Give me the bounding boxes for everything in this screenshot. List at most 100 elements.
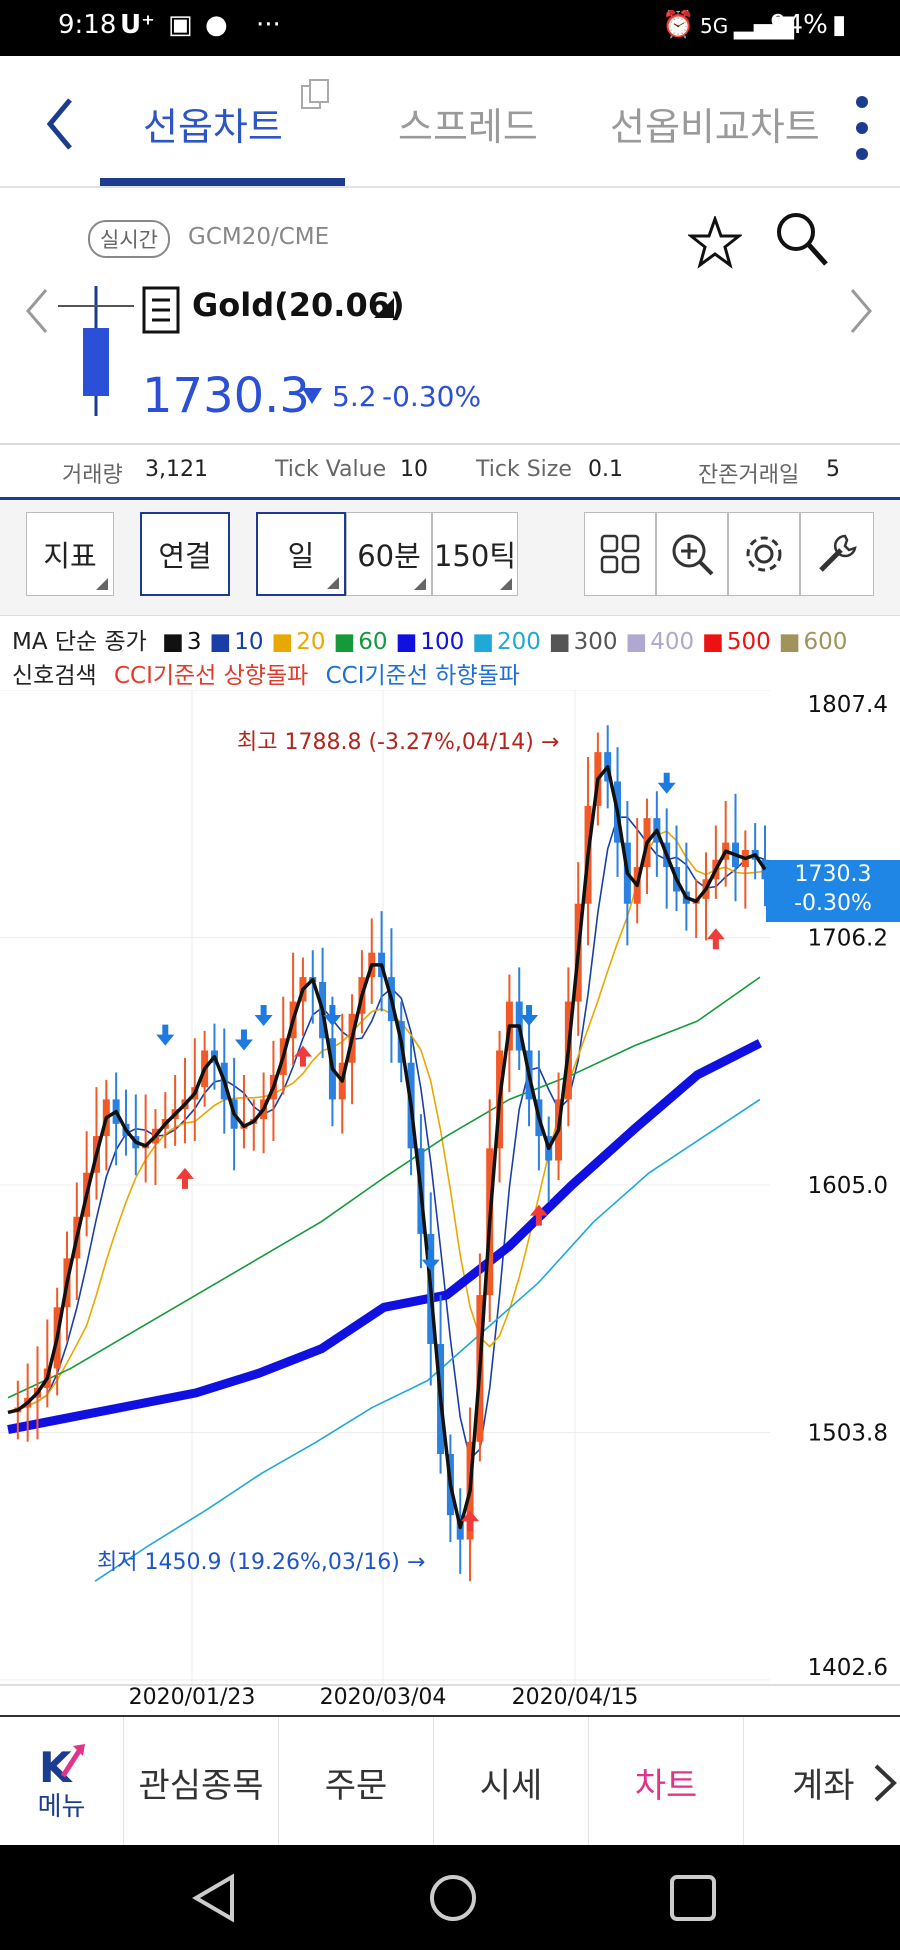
ma-legend-item-300: 300 bbox=[573, 629, 618, 655]
tools-button[interactable] bbox=[800, 512, 874, 596]
y-tick-label: 1503.8 bbox=[808, 1421, 888, 1447]
period-60min-button[interactable]: 60분 bbox=[346, 512, 432, 596]
price-chart[interactable]: 1807.4 1706.2 1605.0 1503.8 1402.6 2020/01/23… bbox=[0, 689, 900, 1715]
wrench-icon bbox=[819, 534, 857, 572]
nav-chart[interactable]: 차트 bbox=[589, 1717, 744, 1847]
ma-legend-swatch: ■ bbox=[162, 629, 184, 655]
x-tick-label: 2020/03/04 bbox=[320, 1685, 447, 1710]
back-icon[interactable] bbox=[42, 94, 78, 154]
ma-legend-item-10: 10 bbox=[234, 629, 264, 655]
favorite-star-icon[interactable] bbox=[688, 216, 742, 270]
nav-next-icon[interactable] bbox=[872, 1762, 898, 1804]
ma-legend-swatch: ■ bbox=[778, 629, 801, 655]
nav-chart-label: 차트 bbox=[634, 1765, 698, 1806]
system-nav-bar bbox=[0, 1845, 900, 1950]
period-day-button[interactable]: 일 bbox=[256, 512, 346, 596]
grid-icon bbox=[600, 534, 640, 574]
ma-legend-item-600: 600 bbox=[803, 629, 848, 655]
ma-legend: MA 단순 종가 ■ 3 ■ 10 ■ 20 ■ 60 ■ 100 ■ 200 ■ 300 ■ 400 ■ 500… bbox=[0, 618, 900, 690]
y-tick-label: 1706.2 bbox=[808, 926, 888, 952]
ma-legend-items: ■ 3 ■ 10 ■ 20 ■ 60 ■ 100 ■ 200 ■ 300 ■ 400 ■ 500 ■ 600 bbox=[154, 629, 847, 655]
instrument-code: GCM20/CME bbox=[188, 224, 330, 250]
low-annotation: 최저 1450.9 (19.26%,03/16) → bbox=[97, 1550, 426, 1575]
popout-icon[interactable] bbox=[298, 78, 332, 112]
period-150tick-button[interactable]: 150틱 bbox=[432, 512, 518, 596]
signal-up-arrow bbox=[175, 1167, 194, 1189]
alarm-icon: ⏰ bbox=[662, 10, 695, 40]
ma-legend-swatch: ■ bbox=[395, 629, 418, 655]
indicator-button[interactable]: 지표 bbox=[26, 512, 114, 596]
status-dots: ··· bbox=[256, 10, 281, 40]
link-button[interactable]: 연결 bbox=[140, 512, 230, 596]
k-logo-icon: K bbox=[39, 1743, 85, 1786]
tab-futures-options-chart[interactable]: 선옵차트 bbox=[143, 105, 283, 149]
instrument-list-icon[interactable] bbox=[142, 286, 180, 334]
zoom-in-button[interactable] bbox=[656, 512, 728, 596]
signal-down-arrow bbox=[657, 772, 676, 794]
signal-down-arrow bbox=[234, 1029, 253, 1051]
tab-spread[interactable]: 스프레드 bbox=[398, 105, 538, 149]
nav-quote[interactable]: 시세 bbox=[434, 1717, 589, 1847]
signal-up-arrow bbox=[461, 1510, 480, 1532]
tick-value-label: Tick Value bbox=[275, 457, 387, 482]
app-notification-icon: ● bbox=[205, 10, 228, 40]
ma-line-10 bbox=[7, 816, 766, 1460]
ma-legend-item-60: 60 bbox=[358, 629, 388, 655]
prev-instrument-icon[interactable] bbox=[22, 286, 50, 336]
ma-line-60 bbox=[7, 976, 761, 1399]
ma-legend-swatch: ■ bbox=[472, 629, 494, 655]
ma-legend-swatch: ■ bbox=[271, 629, 294, 655]
signal-legend-row: 신호검색 CCI기준선 상향돌파 CCI기준선 하향돌파 bbox=[12, 656, 520, 690]
signal-down-arrow bbox=[156, 1024, 175, 1046]
ma-line-100 bbox=[7, 1039, 763, 1434]
dropdown-triangle-icon[interactable] bbox=[372, 296, 396, 320]
ma-legend-item-100: 100 bbox=[420, 629, 465, 655]
signal-up-arrow bbox=[529, 1204, 548, 1226]
ma-legend-swatch: ■ bbox=[702, 629, 724, 655]
instrument-name[interactable]: Gold(20.06) bbox=[192, 286, 405, 324]
battery-percent: 94% bbox=[770, 10, 828, 40]
nav-menu[interactable]: K 메뉴 bbox=[0, 1717, 124, 1847]
high-annotation: 최고 1788.8 (-3.27%,04/14) → bbox=[237, 730, 560, 755]
system-recents-icon[interactable] bbox=[668, 1873, 718, 1923]
nav-order[interactable]: 주문 bbox=[279, 1717, 434, 1847]
instrument-header: 실시간 GCM20/CME Gold(20.06) 1730.3 5.2 -0.… bbox=[0, 188, 900, 445]
volume-label: 거래량 bbox=[62, 463, 123, 488]
ma-line-200 bbox=[94, 1098, 761, 1582]
tick-size-value: 0.1 bbox=[588, 457, 623, 482]
zoom-in-icon bbox=[672, 534, 714, 576]
system-home-icon[interactable] bbox=[426, 1871, 480, 1925]
bottom-nav: K 메뉴 관심종목 주문 시세 차트 계좌 bbox=[0, 1715, 900, 1847]
layout-grid-button[interactable] bbox=[584, 512, 656, 596]
tab-compare-chart[interactable]: 선옵비교차트 bbox=[610, 105, 820, 149]
search-icon[interactable] bbox=[774, 210, 830, 270]
nav-watchlist[interactable]: 관심종목 bbox=[124, 1717, 279, 1847]
gear-icon bbox=[746, 536, 782, 572]
signal-up-arrow bbox=[706, 928, 725, 950]
tick-value: 10 bbox=[400, 457, 428, 482]
next-instrument-icon[interactable] bbox=[848, 286, 876, 336]
ma-legend-item-200: 200 bbox=[496, 629, 541, 655]
settings-button[interactable] bbox=[728, 512, 800, 596]
last-price-tag-pct: -0.30% bbox=[794, 891, 872, 916]
ma-legend-swatch: ■ bbox=[209, 629, 232, 655]
last-price-tag: 1730.3 -0.30% bbox=[766, 860, 900, 922]
chart-toolbar: 지표 연결 일 60분 150틱 bbox=[0, 500, 900, 616]
y-tick-label: 1807.4 bbox=[808, 692, 888, 718]
current-price: 1730.3 bbox=[142, 368, 310, 424]
ma-legend-item-500: 500 bbox=[726, 629, 771, 655]
signal-search-label: 신호검색 bbox=[12, 663, 97, 689]
more-menu-icon[interactable] bbox=[850, 90, 874, 166]
price-chart-canvas[interactable]: 1807.4 1706.2 1605.0 1503.8 1402.6 2020/01/23… bbox=[0, 689, 900, 1715]
last-price-tag-price: 1730.3 bbox=[794, 862, 872, 887]
system-back-icon[interactable] bbox=[190, 1873, 240, 1923]
nav-account-label: 계좌 bbox=[792, 1765, 855, 1806]
nav-account[interactable]: 계좌 bbox=[744, 1717, 900, 1847]
ma-line-3 bbox=[7, 765, 767, 1530]
svg-text:K: K bbox=[39, 1743, 73, 1786]
status-time: 9:18 bbox=[58, 10, 117, 40]
remaining-days-value: 5 bbox=[826, 457, 840, 482]
ma-legend-swatch: ■ bbox=[625, 629, 648, 655]
y-tick-label: 1402.6 bbox=[808, 1655, 888, 1681]
period-150tick-label: 150틱 bbox=[433, 539, 517, 573]
